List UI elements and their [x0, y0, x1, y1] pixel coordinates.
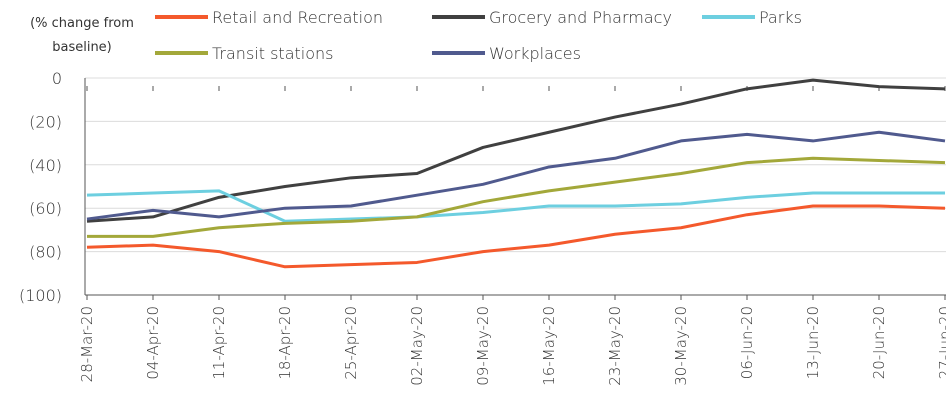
- legend-label: Grocery and Pharmacy: [489, 8, 672, 27]
- x-tick-label: 06-Jun-20: [738, 306, 756, 379]
- x-tick-label: 20-Jun-20: [870, 306, 888, 379]
- x-tick-label: 23-May-20: [606, 306, 624, 386]
- y-tick-label: (100): [19, 286, 62, 305]
- x-tick-label: 16-May-20: [540, 306, 558, 386]
- legend-label: Transit stations: [212, 44, 333, 63]
- y-tick-label: (80): [29, 243, 62, 262]
- series-line: [87, 156, 946, 238]
- x-tick-label: 13-Jun-20: [804, 306, 822, 379]
- y-axis-label: (% change from baseline): [30, 16, 134, 55]
- y-tick-label: (20): [29, 112, 62, 131]
- x-tick-label: 02-May-20: [408, 306, 426, 386]
- x-tick-label: 04-Apr-20: [144, 306, 162, 380]
- legend-label: Parks: [759, 8, 802, 27]
- legend-label: Retail and Recreation: [212, 8, 383, 27]
- legend-label: Workplaces: [489, 44, 581, 63]
- x-tick-label: 18-Apr-20: [276, 306, 294, 380]
- series-line: [86, 189, 945, 223]
- series-line: [86, 130, 946, 221]
- x-tick-label: 27-Jun-20: [936, 306, 946, 379]
- x-tick-label: 28-Mar-20: [78, 306, 96, 382]
- series-line: [86, 204, 946, 269]
- y-tick-label: 0: [52, 69, 62, 88]
- series-line: [86, 78, 946, 223]
- x-tick-label: 11-Apr-20: [210, 306, 228, 380]
- x-tick-label: 09-May-20: [474, 306, 492, 386]
- y-tick-label: (60): [29, 199, 62, 218]
- x-tick-label: 25-Apr-20: [342, 306, 360, 380]
- y-tick-label: (40): [29, 156, 62, 175]
- x-tick-label: 30-May-20: [672, 306, 690, 386]
